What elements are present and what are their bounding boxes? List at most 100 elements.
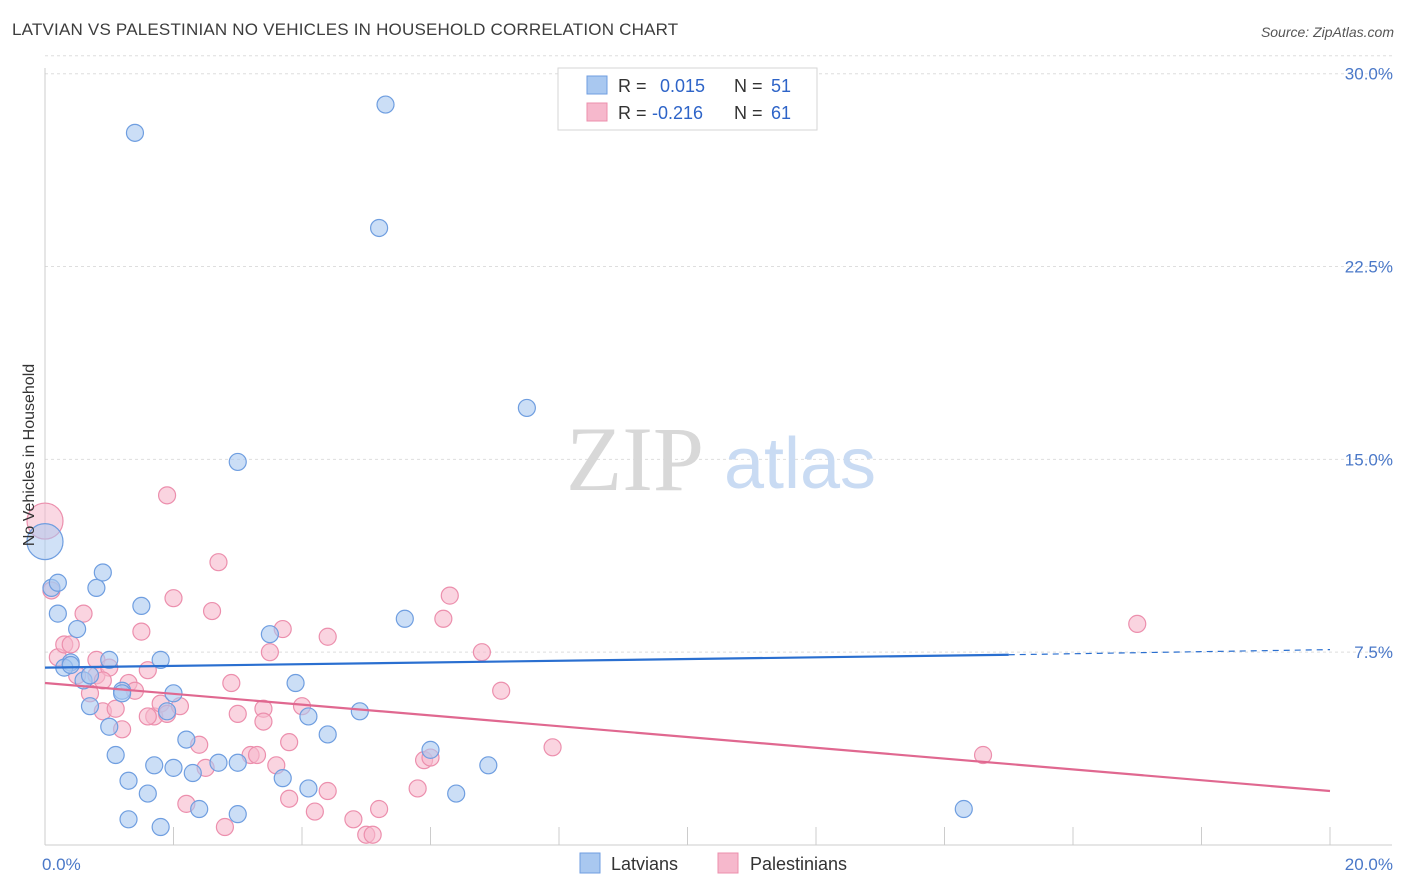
latvian-point-32 (228, 805, 247, 824)
source-label: Source: ZipAtlas.com (1260, 24, 1394, 40)
latvian-point-21 (145, 756, 164, 775)
palestinian-point-52 (434, 609, 453, 628)
latvian-point-31 (228, 452, 247, 472)
latvian-point-45 (447, 784, 466, 803)
palestinian-point-48 (370, 799, 389, 819)
latvian-point-27 (177, 730, 196, 749)
palestinian-point-30 (222, 673, 241, 693)
latvian-point-6 (68, 619, 87, 639)
latvian-point-48 (954, 799, 973, 819)
latvian-point-11 (93, 563, 112, 582)
palestinian-point-28 (209, 553, 228, 572)
latvian-point-47 (517, 398, 536, 418)
latvian-point-24 (157, 702, 177, 721)
palestinian-point-21 (157, 486, 177, 505)
legend-r-value-0: 0.015 (660, 76, 705, 96)
latvian-swatch (586, 75, 608, 95)
palestinian-point-36 (260, 643, 279, 662)
latvian-point-23 (151, 650, 170, 669)
latvian-point-39 (318, 725, 337, 744)
latvian-point-9 (80, 697, 100, 716)
latvian-point-8 (80, 666, 100, 685)
latvian-point-50 (112, 684, 132, 703)
palestinian-point-22 (164, 589, 183, 608)
latvian-point-29 (190, 799, 209, 819)
palestinian-point-16 (132, 622, 151, 641)
latvian-point-26 (164, 758, 183, 777)
palestinian-point-53 (440, 586, 459, 605)
legend-r-label-1: R = (618, 103, 647, 123)
latvian-point-10 (87, 578, 106, 598)
palestinian-point-45 (344, 810, 363, 829)
latvian-point-14 (106, 745, 125, 765)
palestinian-point-49 (408, 779, 427, 798)
palestinian-point-47 (363, 825, 382, 844)
latvian-point-49 (61, 655, 80, 675)
latvian-point-42 (376, 95, 395, 114)
legend-n-label-1: N = (734, 103, 763, 123)
chart-title: LATVIAN VS PALESTINIAN NO VEHICLES IN HO… (12, 20, 679, 39)
palestinian-point-60 (138, 707, 157, 726)
palestinian-point-55 (492, 681, 511, 700)
palestinian-point-40 (280, 733, 299, 752)
latvian-point-12 (100, 650, 119, 669)
palestinian-point-58 (1128, 614, 1147, 633)
palestinian-point-35 (254, 712, 273, 731)
palestinian-point-33 (247, 745, 267, 765)
latvian-point-16 (119, 771, 138, 790)
watermark-zip: ZIP (566, 408, 704, 510)
palestinians-legend-label: Palestinians (750, 854, 847, 874)
trend-lines (44, 649, 1331, 793)
y-tick-label-3: 30.0% (1345, 65, 1393, 84)
y-tick-label-1: 15.0% (1345, 450, 1393, 469)
latvian-point-37 (299, 707, 318, 726)
latvian-trend-line (44, 653, 1009, 669)
latvian-point-43 (395, 609, 414, 628)
latvian-point-19 (132, 596, 151, 616)
palestinian-point-29 (215, 817, 234, 837)
legend-n-value-1: 61 (771, 103, 791, 123)
series-legend: Latvians Palestinians (579, 852, 847, 874)
legend-r-label-0: R = (618, 76, 647, 96)
latvian-point-2 (48, 573, 67, 592)
legend-n-value-0: 51 (771, 76, 791, 96)
latvian-point-30 (209, 753, 228, 772)
latvian-point-0 (26, 523, 64, 561)
palestinians-legend-swatch (717, 852, 739, 874)
legend-n-label-0: N = (734, 76, 763, 96)
latvian-point-20 (138, 784, 157, 803)
latvian-point-44 (421, 740, 440, 759)
latvian-points (26, 95, 973, 837)
x-tick-label-1: 20.0% (1345, 855, 1393, 874)
palestinian-point-54 (472, 643, 491, 662)
latvian-point-46 (479, 756, 498, 775)
y-tick-label-2: 22.5% (1345, 258, 1393, 277)
palestinian-trend-line (44, 681, 1331, 793)
watermark: ZIP atlas (566, 408, 876, 510)
stats-legend: R = 0.015 N = 51 R = -0.216 N = 61 (557, 67, 818, 131)
latvian-point-3 (48, 604, 67, 623)
legend-r-value-1: -0.216 (652, 103, 703, 123)
latvian-point-13 (100, 717, 119, 736)
latvians-legend-label: Latvians (611, 854, 678, 874)
palestinian-point-12 (106, 699, 125, 718)
x-tick-label-0: 0.0% (42, 855, 81, 874)
y-tick-label-0: 7.5% (1354, 643, 1393, 662)
y-axis-label: No Vehicles in Household (21, 364, 38, 546)
palestinian-point-39 (280, 789, 299, 808)
grid-lines (45, 55, 1392, 653)
latvian-point-34 (260, 625, 279, 644)
palestinian-point-43 (318, 627, 337, 646)
latvian-point-38 (299, 779, 318, 798)
latvian-point-18 (125, 123, 145, 142)
palestinian-point-6 (74, 604, 93, 623)
latvian-point-36 (286, 673, 305, 693)
latvian-point-22 (151, 817, 170, 837)
latvian-point-40 (350, 702, 369, 721)
axes (44, 68, 1392, 846)
latvian-point-33 (228, 753, 247, 772)
latvian-trend-extension (1008, 649, 1331, 656)
tick-labels: 7.5% 15.0% 22.5% 30.0% 0.0% 20.0% (42, 65, 1393, 874)
watermark-atlas: atlas (724, 424, 876, 504)
